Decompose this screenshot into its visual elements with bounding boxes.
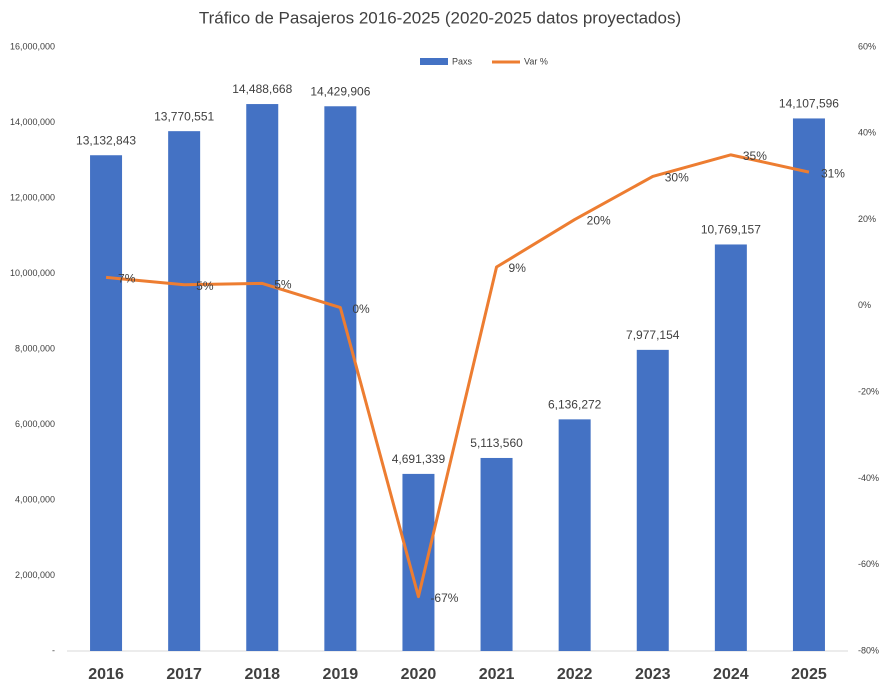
data-label: 13,770,551 (154, 109, 214, 123)
legend-swatch (420, 58, 448, 65)
data-label: 7,977,154 (626, 328, 680, 342)
y2-tick-label: -60% (858, 559, 879, 569)
x-tick-label: 2016 (88, 666, 124, 683)
data-label: 14,429,906 (310, 84, 370, 98)
bar (480, 457, 513, 651)
data-label: 13,132,843 (76, 133, 136, 147)
y-tick-label: 4,000,000 (15, 494, 55, 504)
legend-label: Paxs (452, 56, 473, 66)
bar (792, 118, 825, 652)
data-label: 5,113,560 (470, 436, 523, 450)
data-label: 7% (118, 272, 136, 286)
data-label: 5% (196, 279, 214, 293)
bar (714, 244, 747, 651)
data-label: 6,136,272 (548, 398, 602, 412)
data-label: 4,691,339 (392, 452, 446, 466)
x-tick-label: 2025 (791, 666, 827, 683)
bar (90, 155, 123, 652)
line (105, 153, 810, 599)
y-tick-label: 6,000,000 (15, 419, 55, 429)
y-tick-label: 2,000,000 (15, 570, 55, 580)
data-label: 20% (587, 214, 611, 228)
y2-tick-label: -80% (858, 645, 879, 655)
y-tick-label: 16,000,000 (10, 41, 55, 51)
bar (168, 131, 201, 652)
data-label: -67% (430, 591, 458, 605)
y2-tick-label: 40% (858, 128, 876, 138)
x-tick-label: 2023 (635, 666, 671, 683)
y2-tick-label: -40% (858, 473, 879, 483)
y2-tick-label: -20% (858, 387, 879, 397)
y-tick-label: 8,000,000 (15, 343, 55, 353)
bar (246, 104, 279, 651)
x-tick-label: 2022 (557, 666, 593, 683)
bar (558, 419, 591, 651)
x-tick-label: 2024 (713, 666, 749, 683)
y2-tick-label: 0% (858, 300, 871, 310)
y-tick-label: 12,000,000 (10, 192, 55, 202)
legend-label: Var % (524, 56, 548, 66)
y2-tick-label: 60% (858, 41, 876, 51)
y2-tick-label: 20% (858, 214, 876, 224)
data-label: 31% (821, 166, 845, 180)
y-tick-label: - (52, 645, 55, 655)
data-label: 10,769,157 (701, 223, 761, 237)
data-label: 14,488,668 (232, 82, 292, 96)
x-tick-label: 2020 (401, 666, 437, 683)
chart-title: Tráfico de Pasajeros 2016-2025 (2020-202… (199, 8, 681, 27)
x-tick-label: 2018 (244, 666, 280, 683)
data-label: 14,107,596 (779, 97, 839, 111)
data-label: 30% (665, 171, 689, 185)
x-tick-label: 2021 (479, 666, 515, 683)
y-tick-label: 10,000,000 (10, 268, 55, 278)
data-label: 35% (743, 149, 767, 163)
bar (402, 473, 435, 651)
data-label: 0% (352, 302, 370, 316)
bar (324, 106, 357, 651)
data-label: 9% (509, 261, 527, 275)
y-tick-label: 14,000,000 (10, 117, 55, 127)
x-tick-label: 2019 (323, 666, 359, 683)
data-label: 5% (274, 278, 292, 292)
x-tick-label: 2017 (166, 666, 202, 683)
bar (636, 349, 669, 651)
